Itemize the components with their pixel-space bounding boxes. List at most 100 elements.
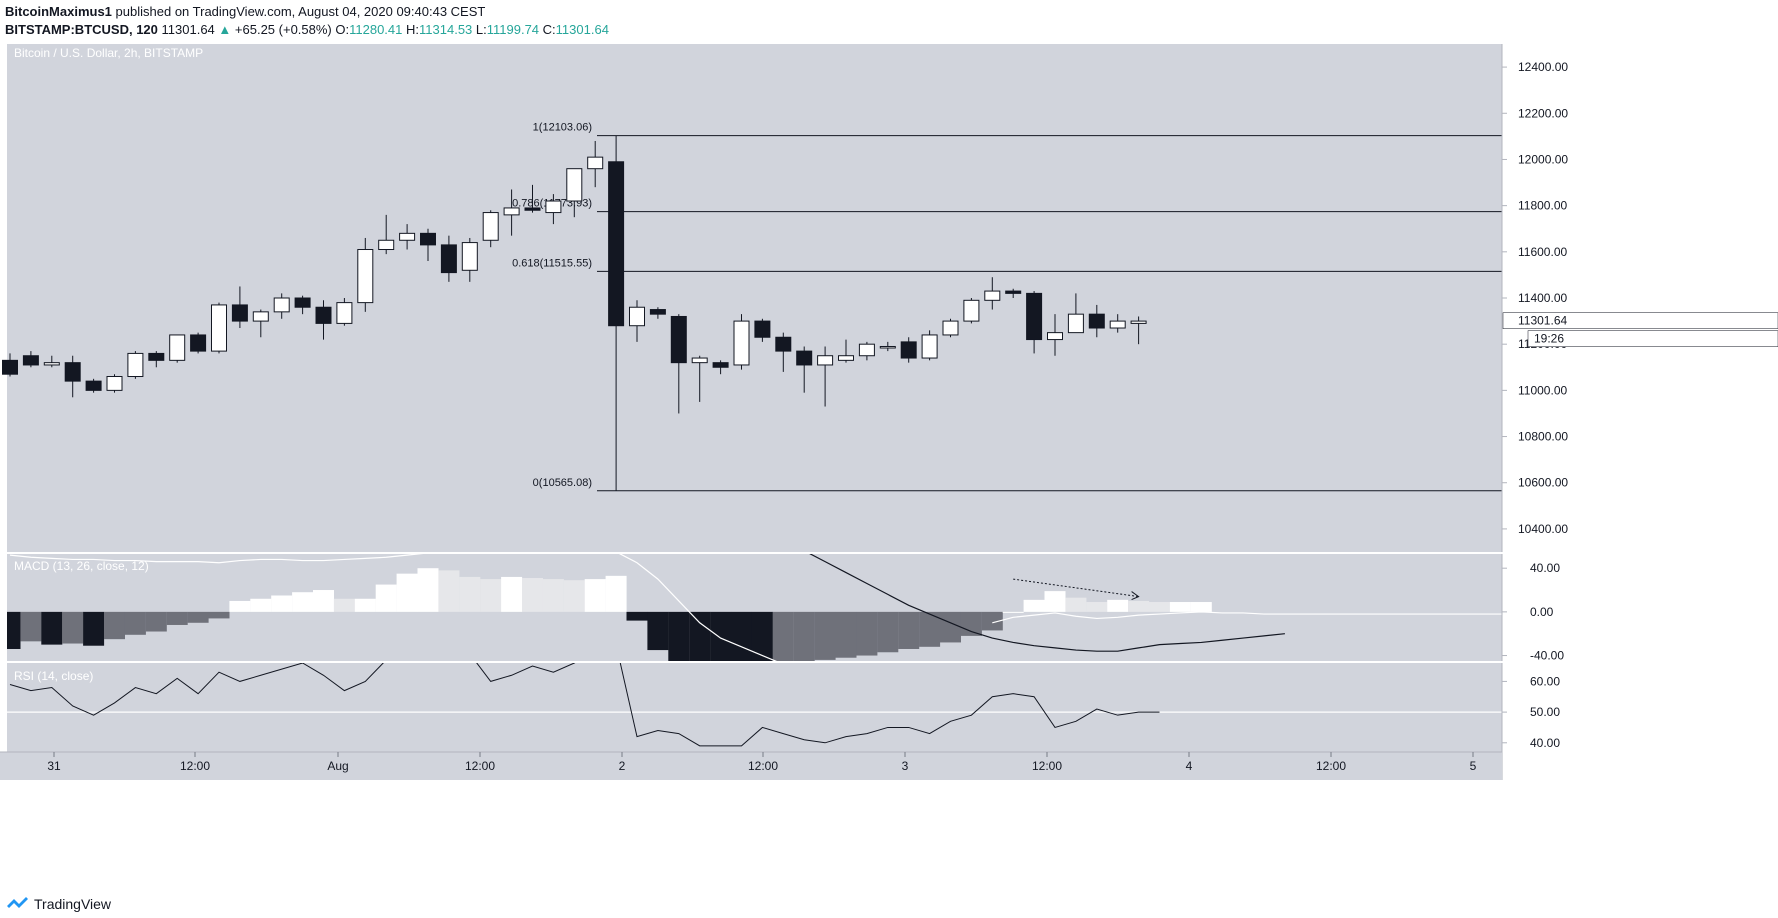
low-label: L: — [475, 22, 487, 37]
time-tick-label: 12:00 — [465, 759, 495, 773]
candle — [942, 318, 959, 338]
rsi-tick-label: 50.00 — [1530, 705, 1560, 719]
symbol-name[interactable]: BITSTAMP:BTCUSD, 120 — [5, 22, 158, 37]
high-value: 11314.53 — [419, 22, 473, 37]
macd-histogram-bar — [145, 611, 167, 632]
macd-histogram-bar — [292, 592, 314, 612]
candle-body — [357, 249, 374, 304]
last-price-tag — [1502, 312, 1778, 329]
candle — [148, 351, 165, 368]
time-tick-label: Aug — [327, 759, 348, 773]
candle — [252, 309, 269, 338]
candle-body — [649, 309, 666, 315]
candle — [900, 337, 917, 363]
last-price: 11301.64 — [161, 22, 215, 37]
up-arrow-icon: ▲ — [218, 22, 232, 37]
tradingview-brand[interactable]: TradingView — [34, 896, 112, 912]
author-name[interactable]: BitcoinMaximus1 — [5, 4, 112, 19]
time-tick-label: 3 — [902, 759, 909, 773]
candle — [22, 351, 39, 368]
macd-histogram-bar — [877, 611, 899, 653]
tradingview-logo-icon[interactable] — [6, 894, 30, 914]
macd-histogram-bar — [83, 611, 105, 646]
candle-body — [1109, 320, 1126, 329]
candle — [817, 346, 834, 407]
footer: TradingView — [0, 890, 300, 918]
time-tick-label: 31 — [47, 759, 61, 773]
rsi-pane-background — [7, 663, 1502, 752]
high-label: H: — [406, 22, 420, 37]
candle — [482, 210, 499, 248]
macd-histogram-bar — [104, 611, 125, 640]
candle — [336, 298, 353, 326]
candle-body — [984, 290, 1001, 301]
price-tick-label: 12400.00 — [1518, 60, 1568, 74]
candle — [587, 140, 604, 188]
macd-line — [9, 554, 778, 661]
candle — [169, 334, 186, 363]
macd-histogram-bar — [1107, 599, 1129, 612]
candle-body — [942, 320, 959, 336]
rsi-line — [9, 663, 384, 716]
candle-body — [336, 302, 353, 324]
macd-pane[interactable]: MACD (13, 26, close, 12) — [0, 525, 1536, 665]
candle-body — [775, 336, 792, 352]
macd-histogram-bar — [710, 611, 732, 661]
candle-body — [1088, 313, 1105, 329]
chart-header: BitcoinMaximus1 published on TradingView… — [0, 0, 1778, 42]
candle — [190, 332, 207, 354]
candle — [921, 330, 938, 361]
candle-body — [231, 304, 248, 322]
candle-body — [858, 343, 875, 357]
candle-body — [273, 297, 290, 313]
price-tick-label: 10800.00 — [1518, 430, 1568, 444]
candle-body — [315, 306, 332, 324]
candle — [64, 355, 81, 398]
candle — [503, 189, 520, 236]
candle-body — [545, 200, 562, 214]
publish-text: published on TradingView.com, August 04,… — [115, 4, 486, 19]
macd-histogram-bar — [501, 576, 523, 612]
price-tick-label: 12200.00 — [1518, 106, 1568, 120]
macd-histogram-bar — [1044, 591, 1066, 612]
candle-body — [1047, 332, 1063, 341]
time-tick-label: 4 — [1186, 759, 1193, 773]
macd-histogram-bar — [605, 575, 627, 612]
open-label: O: — [335, 22, 350, 37]
candle-body — [608, 161, 625, 327]
macd-histogram-bar — [751, 611, 773, 661]
price-tick-label: 11600.00 — [1518, 245, 1567, 259]
axes: 12400.00 12200.00 12000.00 11800.00 11600.00… — [0, 44, 1778, 780]
candle-body — [503, 207, 520, 216]
macd-histogram-bar — [814, 611, 836, 660]
macd-histogram-bar — [124, 611, 146, 635]
chart-canvas[interactable]: Bitcoin / U.S. Dollar, 2h, BITSTAMP 1(121… — [0, 44, 1778, 890]
macd-histogram-bar — [563, 580, 585, 612]
candle-body — [754, 320, 771, 338]
candle — [608, 135, 625, 491]
candle — [649, 307, 666, 319]
price-pane[interactable]: Bitcoin / U.S. Dollar, 2h, BITSTAMP 1(121… — [2, 44, 1522, 552]
candle-body — [712, 362, 729, 368]
macd-histogram-bar — [668, 611, 690, 661]
time-tick-label: 5 — [1470, 759, 1477, 773]
macd-histogram-bar — [647, 611, 669, 651]
price-change: +65.25 (+0.58%) — [234, 22, 332, 37]
candle — [1026, 291, 1043, 354]
candle-body — [190, 334, 207, 352]
macd-histogram-bar — [208, 611, 230, 619]
macd-plot — [7, 554, 1502, 661]
time-tick-label: 2 — [619, 759, 626, 773]
macd-tick-label: 0.00 — [1530, 605, 1554, 619]
candle-body — [461, 242, 478, 271]
macd-histogram-bar — [898, 611, 920, 649]
macd-histogram-bar — [919, 611, 941, 647]
macd-histogram-bar — [271, 595, 293, 612]
rsi-pane[interactable]: RSI (14, close) — [7, 645, 1502, 752]
macd-histogram-bar — [480, 579, 502, 612]
candle-body — [106, 376, 123, 391]
macd-histogram-bar — [354, 598, 376, 612]
candle-body — [85, 380, 102, 391]
price-pane-background — [7, 44, 1502, 552]
candle — [796, 346, 813, 393]
